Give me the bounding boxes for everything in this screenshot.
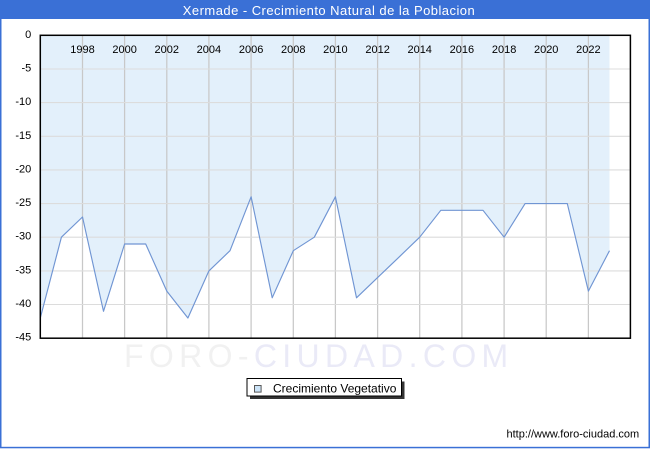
svg-text:Crecimiento Vegetativo: Crecimiento Vegetativo — [273, 381, 397, 395]
svg-text:2006: 2006 — [239, 44, 263, 56]
svg-text:0: 0 — [25, 29, 31, 41]
svg-text:-15: -15 — [15, 130, 31, 142]
svg-text:http://www.foro-ciudad.com: http://www.foro-ciudad.com — [507, 429, 640, 441]
svg-text:-5: -5 — [22, 63, 32, 75]
svg-text:2018: 2018 — [492, 44, 516, 56]
svg-text:Xermade - Crecimiento Natural: Xermade - Crecimiento Natural de la Pobl… — [183, 3, 475, 18]
svg-text:2000: 2000 — [112, 44, 136, 56]
svg-text:-10: -10 — [15, 96, 31, 108]
svg-text:2014: 2014 — [407, 44, 431, 56]
svg-text:-20: -20 — [15, 163, 31, 175]
svg-text:2012: 2012 — [365, 44, 389, 56]
svg-text:2022: 2022 — [576, 44, 600, 56]
svg-text:-40: -40 — [15, 298, 31, 310]
svg-text:-25: -25 — [15, 197, 31, 209]
svg-text:FORO-CIUDAD.COM: FORO-CIUDAD.COM — [124, 338, 514, 374]
svg-text:-45: -45 — [15, 332, 31, 344]
svg-text:2004: 2004 — [197, 44, 221, 56]
svg-text:2010: 2010 — [323, 44, 347, 56]
svg-text:2016: 2016 — [450, 44, 474, 56]
svg-text:1998: 1998 — [70, 44, 94, 56]
svg-text:2020: 2020 — [534, 44, 558, 56]
svg-text:-35: -35 — [15, 264, 31, 276]
svg-text:2002: 2002 — [155, 44, 179, 56]
svg-text:-30: -30 — [15, 231, 31, 243]
svg-text:2008: 2008 — [281, 44, 305, 56]
